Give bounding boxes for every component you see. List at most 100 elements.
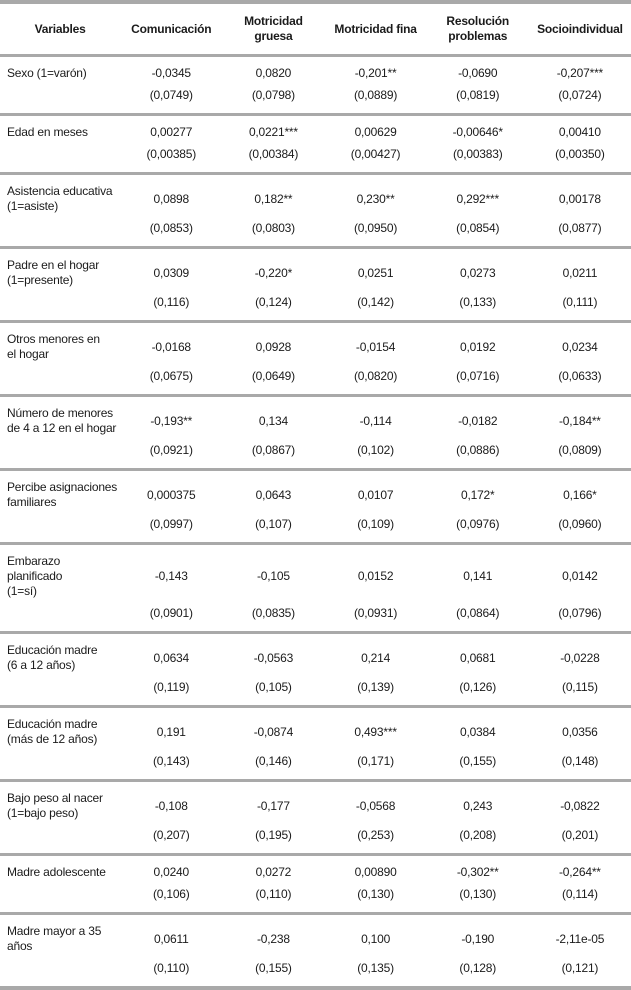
coef-cell: -0,177 bbox=[257, 798, 290, 813]
group-embarazo: Embarazo planificado (1=sí) -0,143 -0,10… bbox=[0, 543, 631, 633]
se-cell: (0,0633) bbox=[558, 369, 602, 383]
coef-cell: -0,201** bbox=[354, 66, 397, 80]
coef-cell: 0,0681 bbox=[459, 650, 496, 665]
se-cell: (0,142) bbox=[357, 295, 394, 309]
coef-cell: -0,238 bbox=[257, 931, 290, 946]
coef-cell: 0,182** bbox=[254, 191, 293, 206]
se-cell: (0,124) bbox=[255, 295, 292, 309]
row-label: Embarazo planificado (1=sí) bbox=[7, 554, 63, 598]
row-label: Educación madre (6 a 12 años) bbox=[7, 643, 98, 672]
se-cell: (0,114) bbox=[562, 887, 598, 901]
table-row: (0,119) (0,105) (0,139) (0,126) (0,115) bbox=[0, 677, 631, 707]
coef-cell: 0,0240 bbox=[153, 865, 190, 879]
coef-cell: -0,0822 bbox=[560, 798, 600, 813]
se-cell: (0,0835) bbox=[251, 606, 295, 620]
se-cell: (0,105) bbox=[255, 680, 292, 694]
se-cell: (0,128) bbox=[459, 961, 497, 975]
group-madre-adolescente: Madre adolescente 0,0240 0,0272 0,00890 … bbox=[0, 854, 631, 914]
empty-cell bbox=[0, 218, 120, 248]
header-motricidad-gruesa: Motricidad gruesa bbox=[244, 14, 303, 43]
se-cell: (0,102) bbox=[357, 443, 394, 457]
coef-cell: 0,141 bbox=[463, 569, 493, 583]
se-cell: (0,0796) bbox=[558, 606, 602, 620]
group-educacion-6-12: Educación madre (6 a 12 años) 0,0634 -0,… bbox=[0, 632, 631, 707]
table-row: (0,00385) (0,00384) (0,00427) (0,00383) … bbox=[0, 144, 631, 174]
coef-cell: 0,172* bbox=[460, 487, 495, 502]
coef-cell: 0,191 bbox=[156, 724, 186, 739]
row-label: Padre en el hogar (1=presente) bbox=[7, 258, 100, 287]
table-row: (0,0921) (0,0867) (0,102) (0,0886) (0,08… bbox=[0, 440, 631, 470]
empty-cell bbox=[0, 440, 120, 470]
se-cell: (0,0803) bbox=[251, 221, 295, 235]
row-label: Edad en meses bbox=[7, 125, 88, 139]
group-otros-menores: Otros menores en el hogar -0,0168 0,0928… bbox=[0, 321, 631, 396]
row-label: Madre adolescente bbox=[7, 865, 106, 879]
se-cell: (0,115) bbox=[562, 680, 598, 694]
header-resolucion-problemas: Resolución problemas bbox=[446, 14, 510, 43]
se-cell: (0,0877) bbox=[558, 221, 602, 235]
coef-cell: -0,207*** bbox=[556, 66, 604, 80]
se-cell: (0,0716) bbox=[456, 369, 500, 383]
table-row: (0,0749) (0,0798) (0,0889) (0,0819) (0,0… bbox=[0, 85, 631, 115]
table-row: Otros menores en el hogar -0,0168 0,0928… bbox=[0, 322, 631, 367]
coef-cell: 0,292*** bbox=[456, 191, 500, 206]
empty-cell bbox=[0, 884, 120, 914]
group-madre-mayor-35: Madre mayor a 35 años 0,0611 -0,238 0,10… bbox=[0, 913, 631, 989]
row-label: Número de menores de 4 a 12 en el hogar bbox=[7, 406, 117, 435]
se-cell: (0,130) bbox=[459, 887, 497, 901]
se-cell: (0,171) bbox=[357, 754, 394, 768]
group-asistencia: Asistencia educativa (1=asiste) 0,0898 0… bbox=[0, 173, 631, 248]
se-cell: (0,0809) bbox=[558, 443, 602, 457]
se-cell: (0,0950) bbox=[354, 221, 398, 235]
coef-cell: -0,114 bbox=[359, 413, 392, 428]
empty-cell bbox=[0, 958, 120, 988]
se-cell: (0,155) bbox=[255, 961, 292, 975]
se-cell: (0,133) bbox=[459, 295, 497, 309]
header-motricidad-fina: Motricidad fina bbox=[334, 21, 417, 36]
table-row: (0,110) (0,155) (0,135) (0,128) (0,121) bbox=[0, 958, 631, 988]
se-cell: (0,0820) bbox=[354, 369, 398, 383]
coef-cell: -0,0154 bbox=[355, 339, 396, 354]
se-cell: (0,116) bbox=[153, 295, 190, 309]
coef-cell: -0,0874 bbox=[253, 724, 294, 739]
coef-cell: 0,00277 bbox=[150, 125, 193, 139]
se-cell: (0,107) bbox=[255, 517, 292, 531]
table-row: (0,0853) (0,0803) (0,0950) (0,0854) (0,0… bbox=[0, 218, 631, 248]
coef-cell: -0,105 bbox=[257, 569, 290, 583]
row-label: Otros menores en el hogar bbox=[7, 332, 100, 361]
coef-cell: 0,0142 bbox=[562, 569, 598, 583]
group-bajo-peso: Bajo peso al nacer (1=bajo peso) -0,108 … bbox=[0, 780, 631, 855]
row-label: Educación madre (más de 12 años) bbox=[7, 717, 98, 746]
coef-cell: 0,0820 bbox=[255, 66, 292, 80]
se-cell: (0,143) bbox=[152, 754, 190, 768]
row-label: Sexo (1=varón) bbox=[7, 66, 87, 80]
se-cell: (0,146) bbox=[255, 754, 292, 768]
table-row: Número de menores de 4 a 12 en el hogar … bbox=[0, 396, 631, 441]
coef-cell: 0,0634 bbox=[153, 650, 190, 665]
coef-cell: -0,193** bbox=[150, 413, 193, 428]
header-row: Variables Comunicación Motricidad gruesa… bbox=[0, 2, 631, 56]
table-row: Percibe asignaciones familiares 0,000375… bbox=[0, 470, 631, 515]
se-cell: (0,0886) bbox=[456, 443, 500, 457]
coef-cell: 0,00410 bbox=[558, 125, 601, 139]
se-cell: (0,00384) bbox=[248, 147, 299, 161]
header-socioindividual: Socioindividual bbox=[537, 21, 623, 36]
coef-cell: -0,0563 bbox=[253, 650, 294, 665]
empty-cell bbox=[0, 85, 120, 115]
coef-cell: -0,108 bbox=[154, 798, 188, 813]
se-cell: (0,148) bbox=[561, 754, 599, 768]
coef-cell: -0,0168 bbox=[151, 339, 192, 354]
se-cell: (0,201) bbox=[561, 828, 599, 842]
table-row: Sexo (1=varón) -0,0345 0,0820 -0,201** -… bbox=[0, 56, 631, 86]
se-cell: (0,0819) bbox=[456, 88, 500, 102]
coef-cell: 0,0107 bbox=[357, 487, 394, 502]
se-cell: (0,110) bbox=[153, 961, 190, 975]
coef-cell: 0,000375 bbox=[147, 487, 196, 502]
coef-cell: 0,243 bbox=[463, 798, 493, 813]
se-cell: (0,109) bbox=[357, 517, 394, 531]
coef-cell: 0,0309 bbox=[153, 265, 190, 280]
table-row: (0,0901) (0,0835) (0,0931) (0,0864) (0,0… bbox=[0, 603, 631, 633]
coef-cell: -0,190 bbox=[461, 931, 495, 946]
